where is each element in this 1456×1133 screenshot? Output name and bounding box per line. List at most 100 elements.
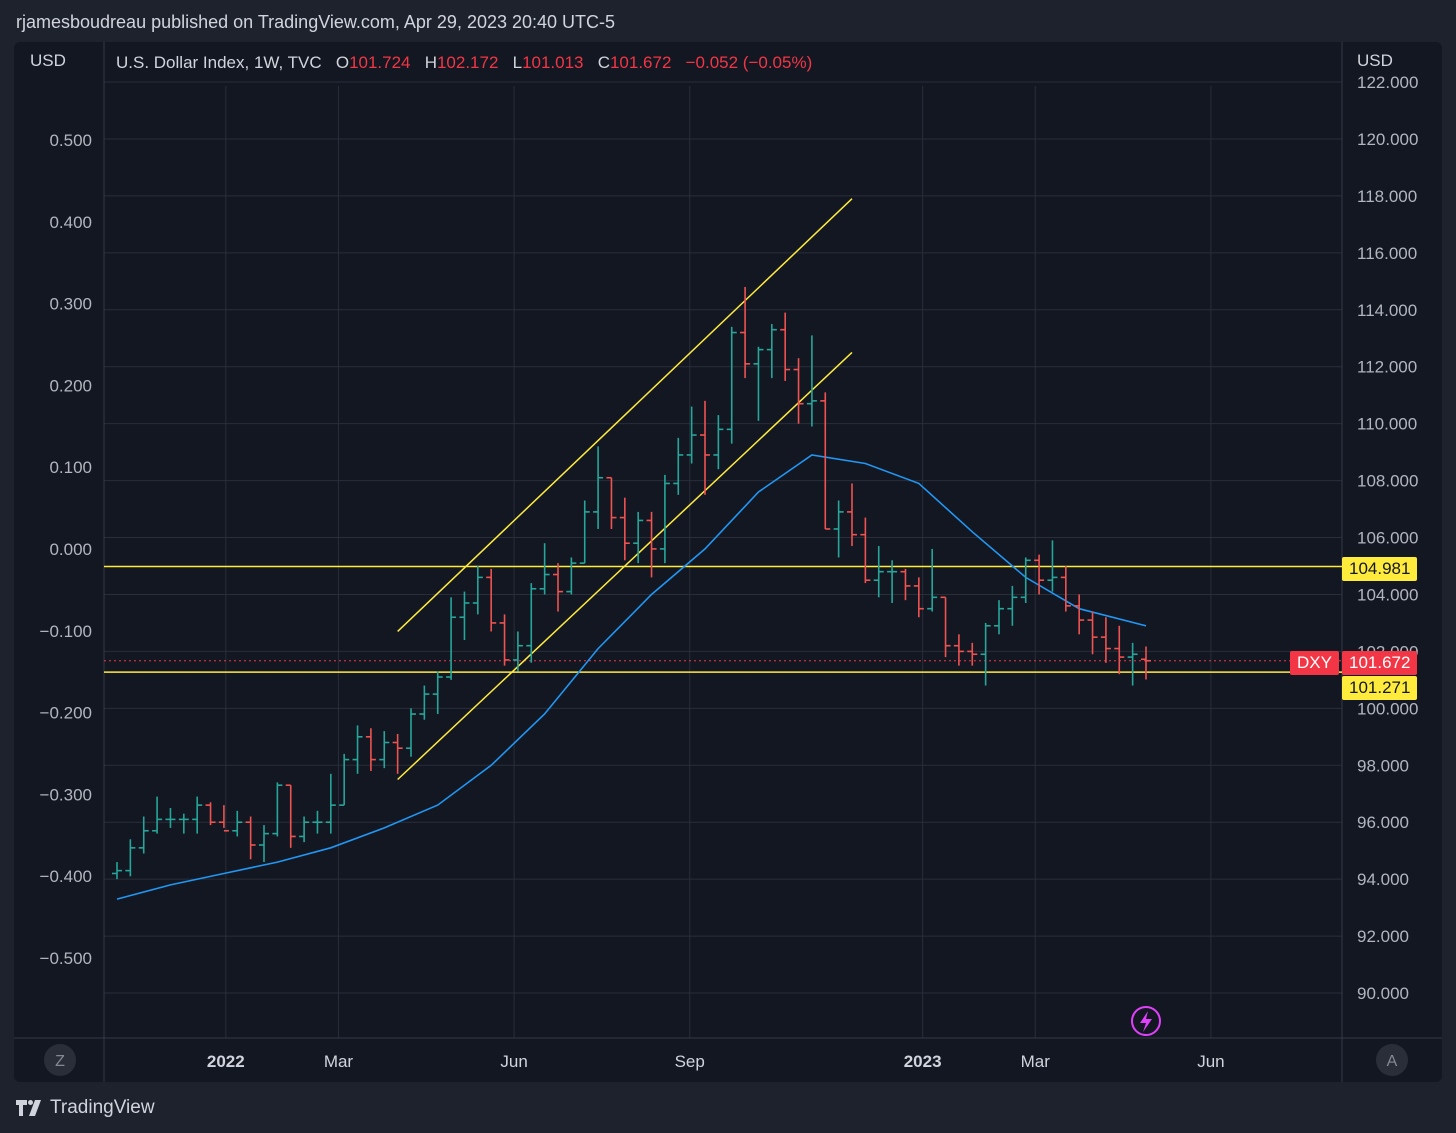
ohlc-bar bbox=[459, 591, 470, 641]
left-axis-tick: 0.300 bbox=[49, 295, 92, 314]
ohlc-bar bbox=[299, 816, 310, 843]
right-axis-tick: 122.000 bbox=[1357, 73, 1418, 92]
left-axis-tick: −0.400 bbox=[40, 867, 92, 886]
legend-high: 102.172 bbox=[436, 53, 499, 72]
left-axis-currency: USD bbox=[30, 51, 66, 70]
trendlines bbox=[397, 198, 853, 781]
log-scale-button[interactable] bbox=[44, 1044, 76, 1076]
auto-scale-button[interactable] bbox=[1376, 1044, 1408, 1076]
time-axis-tick: 2023 bbox=[904, 1052, 942, 1071]
ohlc-bar bbox=[619, 497, 630, 561]
ohlc-bar bbox=[232, 810, 243, 837]
ohlc-bar bbox=[1074, 594, 1085, 635]
price-chart[interactable]: USD 0.500 0.400 0.300 0.200 0.100 0.000 −0.100 −… bbox=[14, 42, 1442, 1082]
ohlc-bar bbox=[1047, 540, 1058, 592]
right-axis-tick: 108.000 bbox=[1357, 472, 1418, 491]
auto-scale-button-label[interactable]: A bbox=[1387, 1053, 1398, 1070]
footer-brand-label: TradingView bbox=[50, 1097, 155, 1118]
left-axis-tick: 0.500 bbox=[49, 131, 92, 150]
ohlc-bar bbox=[259, 825, 269, 863]
ohlc-bar bbox=[152, 796, 163, 834]
ohlc-bar bbox=[486, 568, 497, 632]
footer-brand[interactable]: TradingView bbox=[16, 1097, 155, 1119]
ohlc-bar bbox=[953, 634, 964, 666]
ohlc-bar bbox=[272, 782, 283, 837]
ohlc-bar bbox=[753, 346, 764, 421]
time-axis-tick: Jun bbox=[500, 1052, 527, 1071]
ohlc-bar bbox=[820, 392, 831, 530]
ohlc-bar bbox=[325, 773, 336, 834]
ohlc-bar bbox=[312, 810, 323, 834]
right-axis-tick: 106.000 bbox=[1357, 529, 1418, 548]
ohlc-bar bbox=[245, 816, 256, 860]
right-axis-tick: 100.000 bbox=[1357, 699, 1418, 718]
ohlc-bar bbox=[432, 671, 443, 715]
right-axis-tick: 110.000 bbox=[1357, 415, 1417, 434]
time-axis-tick: Jun bbox=[1197, 1052, 1224, 1071]
ohlc-bar bbox=[940, 596, 951, 658]
ohlc-bar bbox=[673, 437, 684, 495]
ohlc-bar bbox=[873, 546, 884, 598]
symbol-badge: DXY bbox=[1290, 651, 1339, 675]
lightning-icon[interactable] bbox=[1131, 1006, 1161, 1036]
right-axis: USD 122.000 120.000 118.000 116.000 114.000 11… bbox=[1357, 51, 1418, 1003]
left-axis-tick: −0.500 bbox=[40, 949, 92, 968]
lightning-icon-bolt bbox=[1140, 1011, 1152, 1032]
ohlc-bar bbox=[967, 642, 978, 666]
right-axis-tick: 98.000 bbox=[1357, 756, 1409, 775]
ohlc-bar bbox=[392, 733, 403, 774]
log-scale-button-label[interactable]: Z bbox=[55, 1053, 65, 1070]
right-axis-tick: 94.000 bbox=[1357, 870, 1409, 889]
ohlc-bar bbox=[285, 784, 296, 848]
ohlc-bar bbox=[806, 335, 817, 427]
level-low-badge: 101.271 bbox=[1342, 676, 1418, 700]
lightning-icon-ring bbox=[1131, 1006, 1161, 1036]
chart-frame bbox=[14, 42, 1442, 1082]
legend-change: −0.052 (−0.05%) bbox=[685, 53, 813, 72]
ohlc-bar bbox=[138, 816, 149, 854]
ohlc-bar bbox=[165, 807, 176, 828]
right-axis-tick: 104.000 bbox=[1357, 585, 1418, 604]
ohlc-bar bbox=[178, 813, 189, 834]
legend-symbol: U.S. Dollar Index, 1W, TVC bbox=[116, 53, 322, 72]
ohlc-bar bbox=[646, 511, 657, 578]
legend-close: 101.672 bbox=[609, 53, 672, 72]
ohlc-bar bbox=[659, 474, 670, 564]
right-axis-tick: 116.000 bbox=[1357, 244, 1417, 263]
ohlc-bar bbox=[913, 577, 924, 618]
ohlc-bar bbox=[512, 631, 523, 672]
left-axis-tick: −0.300 bbox=[40, 785, 92, 804]
ohlc-bar bbox=[860, 517, 871, 584]
ohlc-bar bbox=[112, 862, 122, 880]
horizontal-levels bbox=[104, 565, 1342, 673]
ohlc-bar bbox=[406, 708, 416, 757]
ohlc-bar bbox=[419, 685, 430, 720]
ohlc-bar bbox=[633, 511, 644, 564]
last-price-badge: 101.672 bbox=[1342, 651, 1418, 675]
header-bar: rjamesboudreau published on TradingView.… bbox=[0, 0, 1456, 44]
ohlc-bar bbox=[472, 565, 483, 615]
ohlc-bar bbox=[579, 500, 590, 564]
right-axis-currency: USD bbox=[1357, 51, 1393, 70]
ohlc-bar bbox=[686, 406, 697, 464]
right-axis-tick: 112.000 bbox=[1357, 358, 1417, 377]
ohlc-bars bbox=[112, 286, 1151, 880]
ohlc-bar bbox=[125, 839, 136, 877]
legend-open-label: O bbox=[335, 53, 350, 72]
time-axis-tick: Sep bbox=[675, 1052, 705, 1071]
ohlc-bar bbox=[1020, 557, 1031, 604]
ohlc-bar bbox=[499, 614, 510, 666]
ohlc-bar bbox=[205, 802, 216, 826]
ohlc-bar bbox=[887, 560, 898, 604]
time-axis-tick: 2022 bbox=[207, 1052, 245, 1071]
right-axis-tick: 114.000 bbox=[1357, 301, 1417, 320]
trendline bbox=[397, 198, 853, 633]
ohlc-bar bbox=[539, 543, 550, 595]
ohlc-bar bbox=[192, 796, 203, 834]
ohlc-bar bbox=[1141, 646, 1151, 680]
right-axis-tick: 118.000 bbox=[1357, 187, 1417, 206]
time-axis-tick: Mar bbox=[1021, 1052, 1051, 1071]
right-axis-tick: 120.000 bbox=[1357, 130, 1418, 149]
ohlc-bar bbox=[553, 563, 563, 612]
